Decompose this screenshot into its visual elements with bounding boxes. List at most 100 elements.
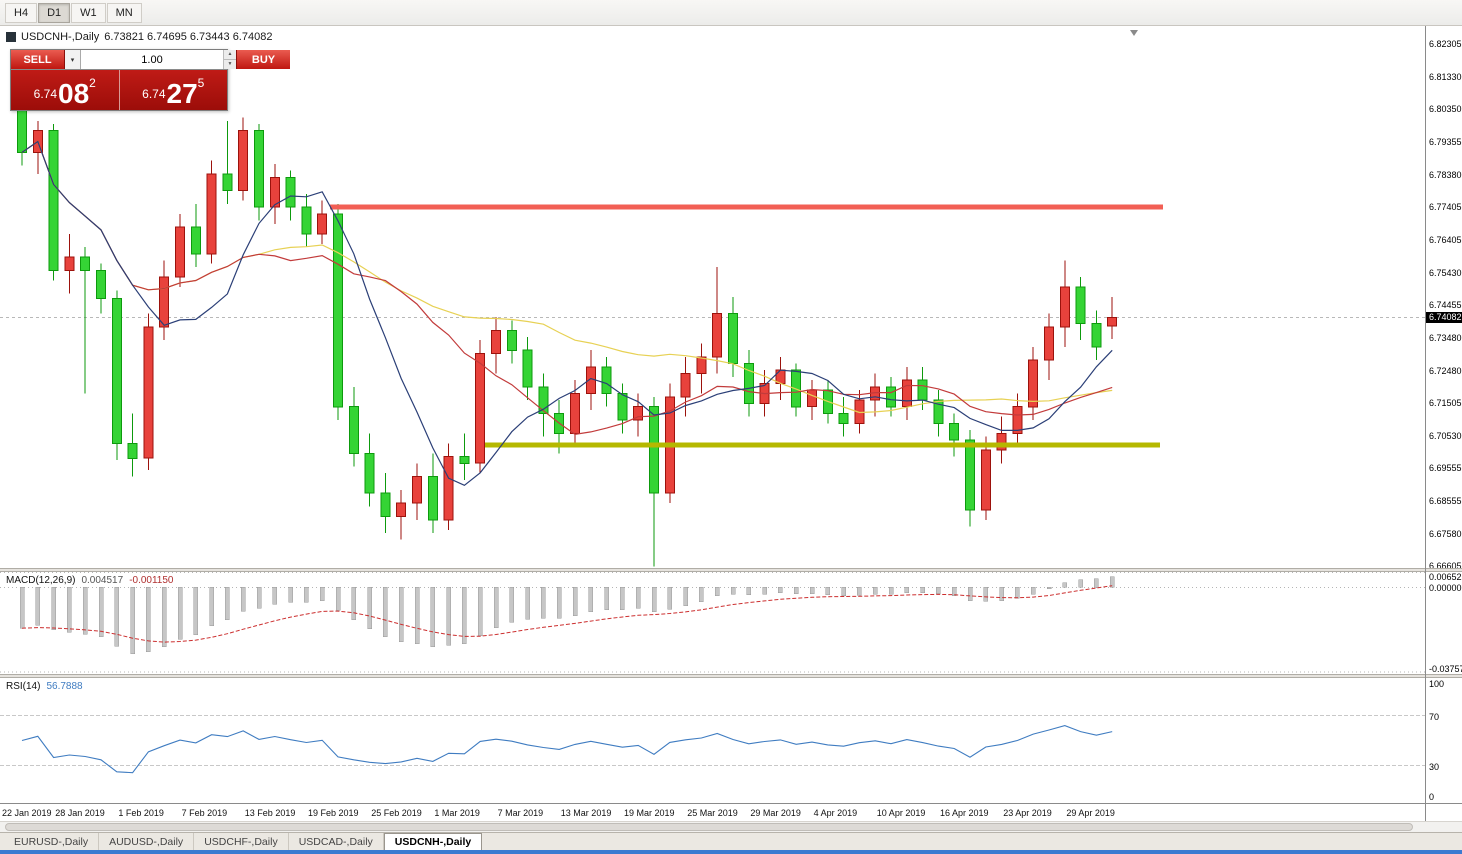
sell-price-sup: 2 [89,76,96,90]
rsi-canvas[interactable] [0,678,1425,803]
price-chart-canvas[interactable] [0,26,1425,568]
volume-control: ▲ ▼ [81,50,236,69]
chart-ohlc-values: 6.73821 6.74695 6.73443 6.74082 [104,31,273,43]
date-axis-label: 1 Mar 2019 [434,808,480,818]
rsi-value: 56.7888 [46,681,83,692]
panel-splitter[interactable] [0,568,1462,572]
date-axis-label: 19 Mar 2019 [624,808,675,818]
trade-controls-row: SELL ▾ ▲ ▼ BUY [11,50,290,70]
price-axis-label: 6.76405 [1429,235,1462,246]
price-axis-label: 6.70530 [1429,430,1462,441]
rsi-axis-label: 100 [1429,679,1445,689]
order-settings-dropdown[interactable]: ▾ [65,50,81,69]
volume-stepper: ▲ ▼ [223,50,236,69]
volume-increase-button[interactable]: ▲ [224,50,236,60]
sell-price-prefix: 6.74 [33,87,57,101]
buy-button[interactable]: BUY [236,50,290,69]
price-axis-label: 6.69555 [1429,463,1462,474]
date-axis-label: 7 Mar 2019 [497,808,544,818]
buy-price-big: 27 [166,78,198,109]
rsi-label: RSI(14) 56.7888 [6,681,83,692]
timeframe-button-w1[interactable]: W1 [71,2,106,23]
timeframe-button-d1[interactable]: D1 [38,2,71,23]
price-axis-label: 6.66605 [1429,561,1462,568]
chart-tab-usdchf-daily[interactable]: USDCHF-,Daily [194,833,289,850]
price-axis-label: 6.78380 [1429,169,1462,180]
buy-price[interactable]: 6.74 27 5 [118,70,228,110]
price-axis-label: 6.72480 [1429,365,1462,376]
rsi-axis-label: 30 [1429,761,1440,772]
date-axis-label: 13 Feb 2019 [244,808,296,818]
date-axis-label: 4 Apr 2019 [813,808,858,818]
timeframe-button-mn[interactable]: MN [106,2,142,23]
chart-tab-audusd-daily[interactable]: AUDUSD-,Daily [99,833,195,850]
date-axis-label: 1 Feb 2019 [118,808,164,818]
rsi-axis-label: 70 [1429,711,1440,722]
date-axis-label: 13 Mar 2019 [560,808,612,818]
chart-tab-eurusd-daily[interactable]: EURUSD-,Daily [4,833,100,850]
chart-shift-marker-icon [1130,30,1138,36]
chart-symbol-period: USDCNH-,Daily [21,31,100,43]
date-axis-label: 10 Apr 2019 [876,808,926,818]
macd-name: MACD(12,26,9) [6,575,76,586]
panel-splitter[interactable] [0,674,1462,678]
price-axis-label: 6.80350 [1429,104,1462,115]
volume-decrease-button[interactable]: ▼ [224,60,236,69]
sell-price[interactable]: 6.74 08 2 [11,70,119,110]
scrollbar-thumb[interactable] [5,823,1413,831]
timeframe-toolbar: H4 D1 W1 MN [0,0,1462,26]
price-axis-label: 6.75430 [1429,267,1462,278]
rsi-axis[interactable]: 100 70 30 0 [1426,678,1462,803]
price-axis-label: 6.73480 [1429,332,1462,343]
price-axis-label: 6.71505 [1429,398,1462,409]
buy-price-sup: 5 [197,76,205,90]
macd-panel[interactable]: 0.0065220.00000 -0.03757 MACD(12,26,9) 0.… [0,572,1462,674]
date-axis-label: 25 Mar 2019 [687,808,738,818]
price-axis-label: 6.68555 [1429,496,1462,507]
macd-axis[interactable]: 0.0065220.00000 -0.03757 [1426,572,1462,674]
price-axis[interactable]: 6.82305 6.81330 6.80350 6.79355 6.78380 6.774… [1426,26,1462,568]
sell-price-big: 08 [58,78,90,109]
chart-title: USDCNH-,Daily 6.73821 6.74695 6.73443 6.… [6,31,272,43]
date-axis-label: 23 Apr 2019 [1003,808,1052,818]
horizontal-scrollbar[interactable] [0,821,1462,832]
price-axis-label: 6.74455 [1429,300,1462,311]
price-axis-label: 6.79355 [1429,137,1462,148]
date-axis-label: 29 Apr 2019 [1066,808,1115,818]
date-axis-label: 19 Feb 2019 [308,808,359,818]
one-click-trading-panel: SELL ▾ ▲ ▼ BUY 6.74 [10,49,290,111]
macd-label: MACD(12,26,9) 0.004517 -0.001150 [6,575,173,586]
trade-prices-row: 6.74 08 2 6.74 27 5 [11,70,227,110]
price-axis-border [1425,26,1426,821]
time-axis[interactable]: 22 Jan 2019 28 Jan 2019 1 Feb 2019 7 Feb 20… [0,803,1462,821]
price-axis-label: 6.82305 [1429,39,1462,50]
macd-main-value: 0.004517 [81,575,124,586]
macd-axis-label: 0.00000 [1429,583,1462,594]
date-axis-label: 25 Feb 2019 [371,808,422,818]
timeframe-button-h4[interactable]: H4 [5,2,38,23]
window-status-strip [0,850,1462,854]
rsi-axis-label: 0 [1429,792,1435,802]
chevron-down-icon: ▾ [70,56,75,64]
date-axis-label: 16 Apr 2019 [940,808,989,818]
price-axis-label: 6.81330 [1429,71,1462,82]
price-chart-panel[interactable]: 6.82305 6.81330 6.80350 6.79355 6.78380 6.774… [0,26,1462,568]
rsi-panel[interactable]: 100 70 30 0 RSI(14) 56.7888 [0,678,1462,803]
sell-button[interactable]: SELL [11,50,65,69]
price-axis-label: 6.77405 [1429,202,1462,213]
buy-price-prefix: 6.74 [142,87,166,101]
date-axis-label: 29 Mar 2019 [750,808,801,818]
chart-tab-usdcnh-daily[interactable]: USDCNH-,Daily [383,833,483,850]
chart-tab-usdcad-daily[interactable]: USDCAD-,Daily [289,833,384,850]
rsi-name: RSI(14) [6,681,41,692]
macd-axis-label: 0.006522 [1429,572,1462,582]
chart-tabs-bar: EURUSD-,Daily AUDUSD-,Daily USDCHF-,Daily U… [0,832,1462,850]
chart-icon [6,32,16,42]
price-axis-label: 6.67580 [1429,528,1462,539]
date-axis-label: 7 Feb 2019 [181,808,228,818]
chart-workspace: 6.82305 6.81330 6.80350 6.79355 6.78380 6.774… [0,26,1462,854]
macd-canvas[interactable] [0,572,1425,674]
volume-input[interactable] [81,50,223,69]
macd-signal-value: -0.001150 [129,575,174,586]
